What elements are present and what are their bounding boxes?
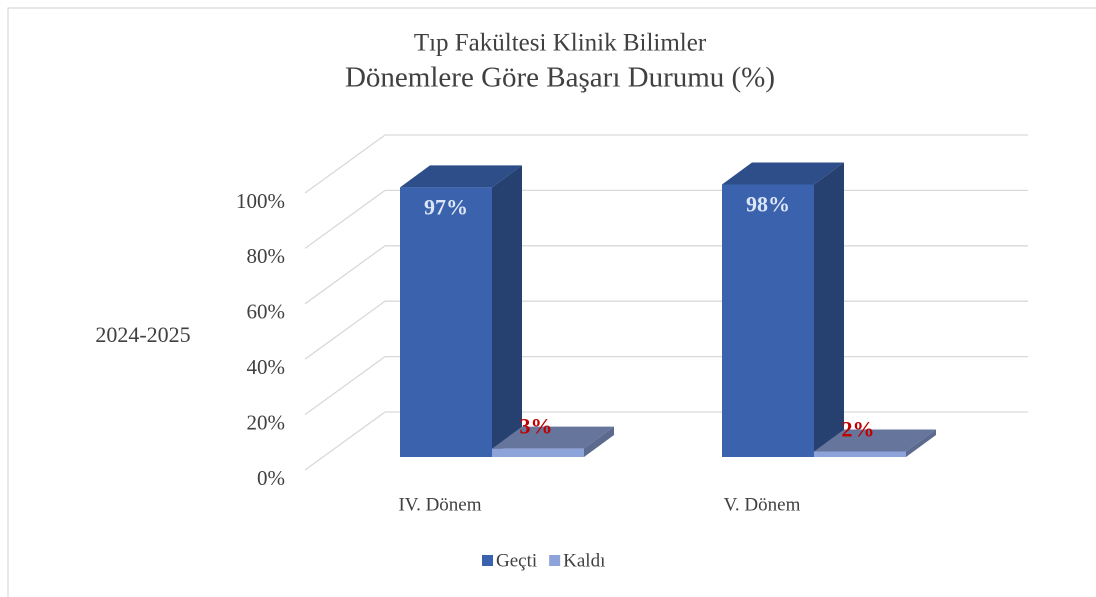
x-tick-label: IV. Dönem [398,494,481,515]
data-label: 98% [746,192,790,217]
bar-face [722,162,844,185]
y-tick-label: 80% [247,244,286,268]
bar-face [492,426,614,449]
bar-face [492,448,584,457]
legend-label: Geçti [496,550,537,571]
bar [400,165,522,457]
chart-subtitle: Dönemlere Göre Başarı Durumu (%) [345,62,775,94]
bar [492,426,614,457]
data-label: 3% [520,414,553,439]
bar [814,429,936,457]
y-tick-label: 40% [247,355,286,379]
bar-face [906,429,936,457]
x-tick-label: V. Dönem [724,494,801,515]
data-label: 2% [842,416,875,441]
grid-line [304,134,1028,194]
legend-swatch [482,555,493,566]
legend-label: Kaldı [563,550,605,571]
bar-face [492,165,522,457]
bar-face [722,184,814,457]
bar-face [584,426,614,457]
chart-title: Tıp Fakültesi Klinik Bilimler [414,30,707,57]
y-tick-label: 100% [236,189,285,213]
y-tick-label: 20% [247,410,286,434]
bar-face [814,162,844,457]
data-label: 97% [424,194,468,219]
bar [722,162,844,457]
bar-face [400,187,492,457]
bar-face [400,165,522,188]
y-tick-label: 60% [247,300,286,324]
bar-face [814,429,936,452]
chart-border [7,7,1096,597]
bar-face [814,451,906,457]
y-tick-label: 0% [257,466,285,490]
legend-swatch [549,555,561,566]
y-axis-title: 2024-2025 [95,322,190,347]
